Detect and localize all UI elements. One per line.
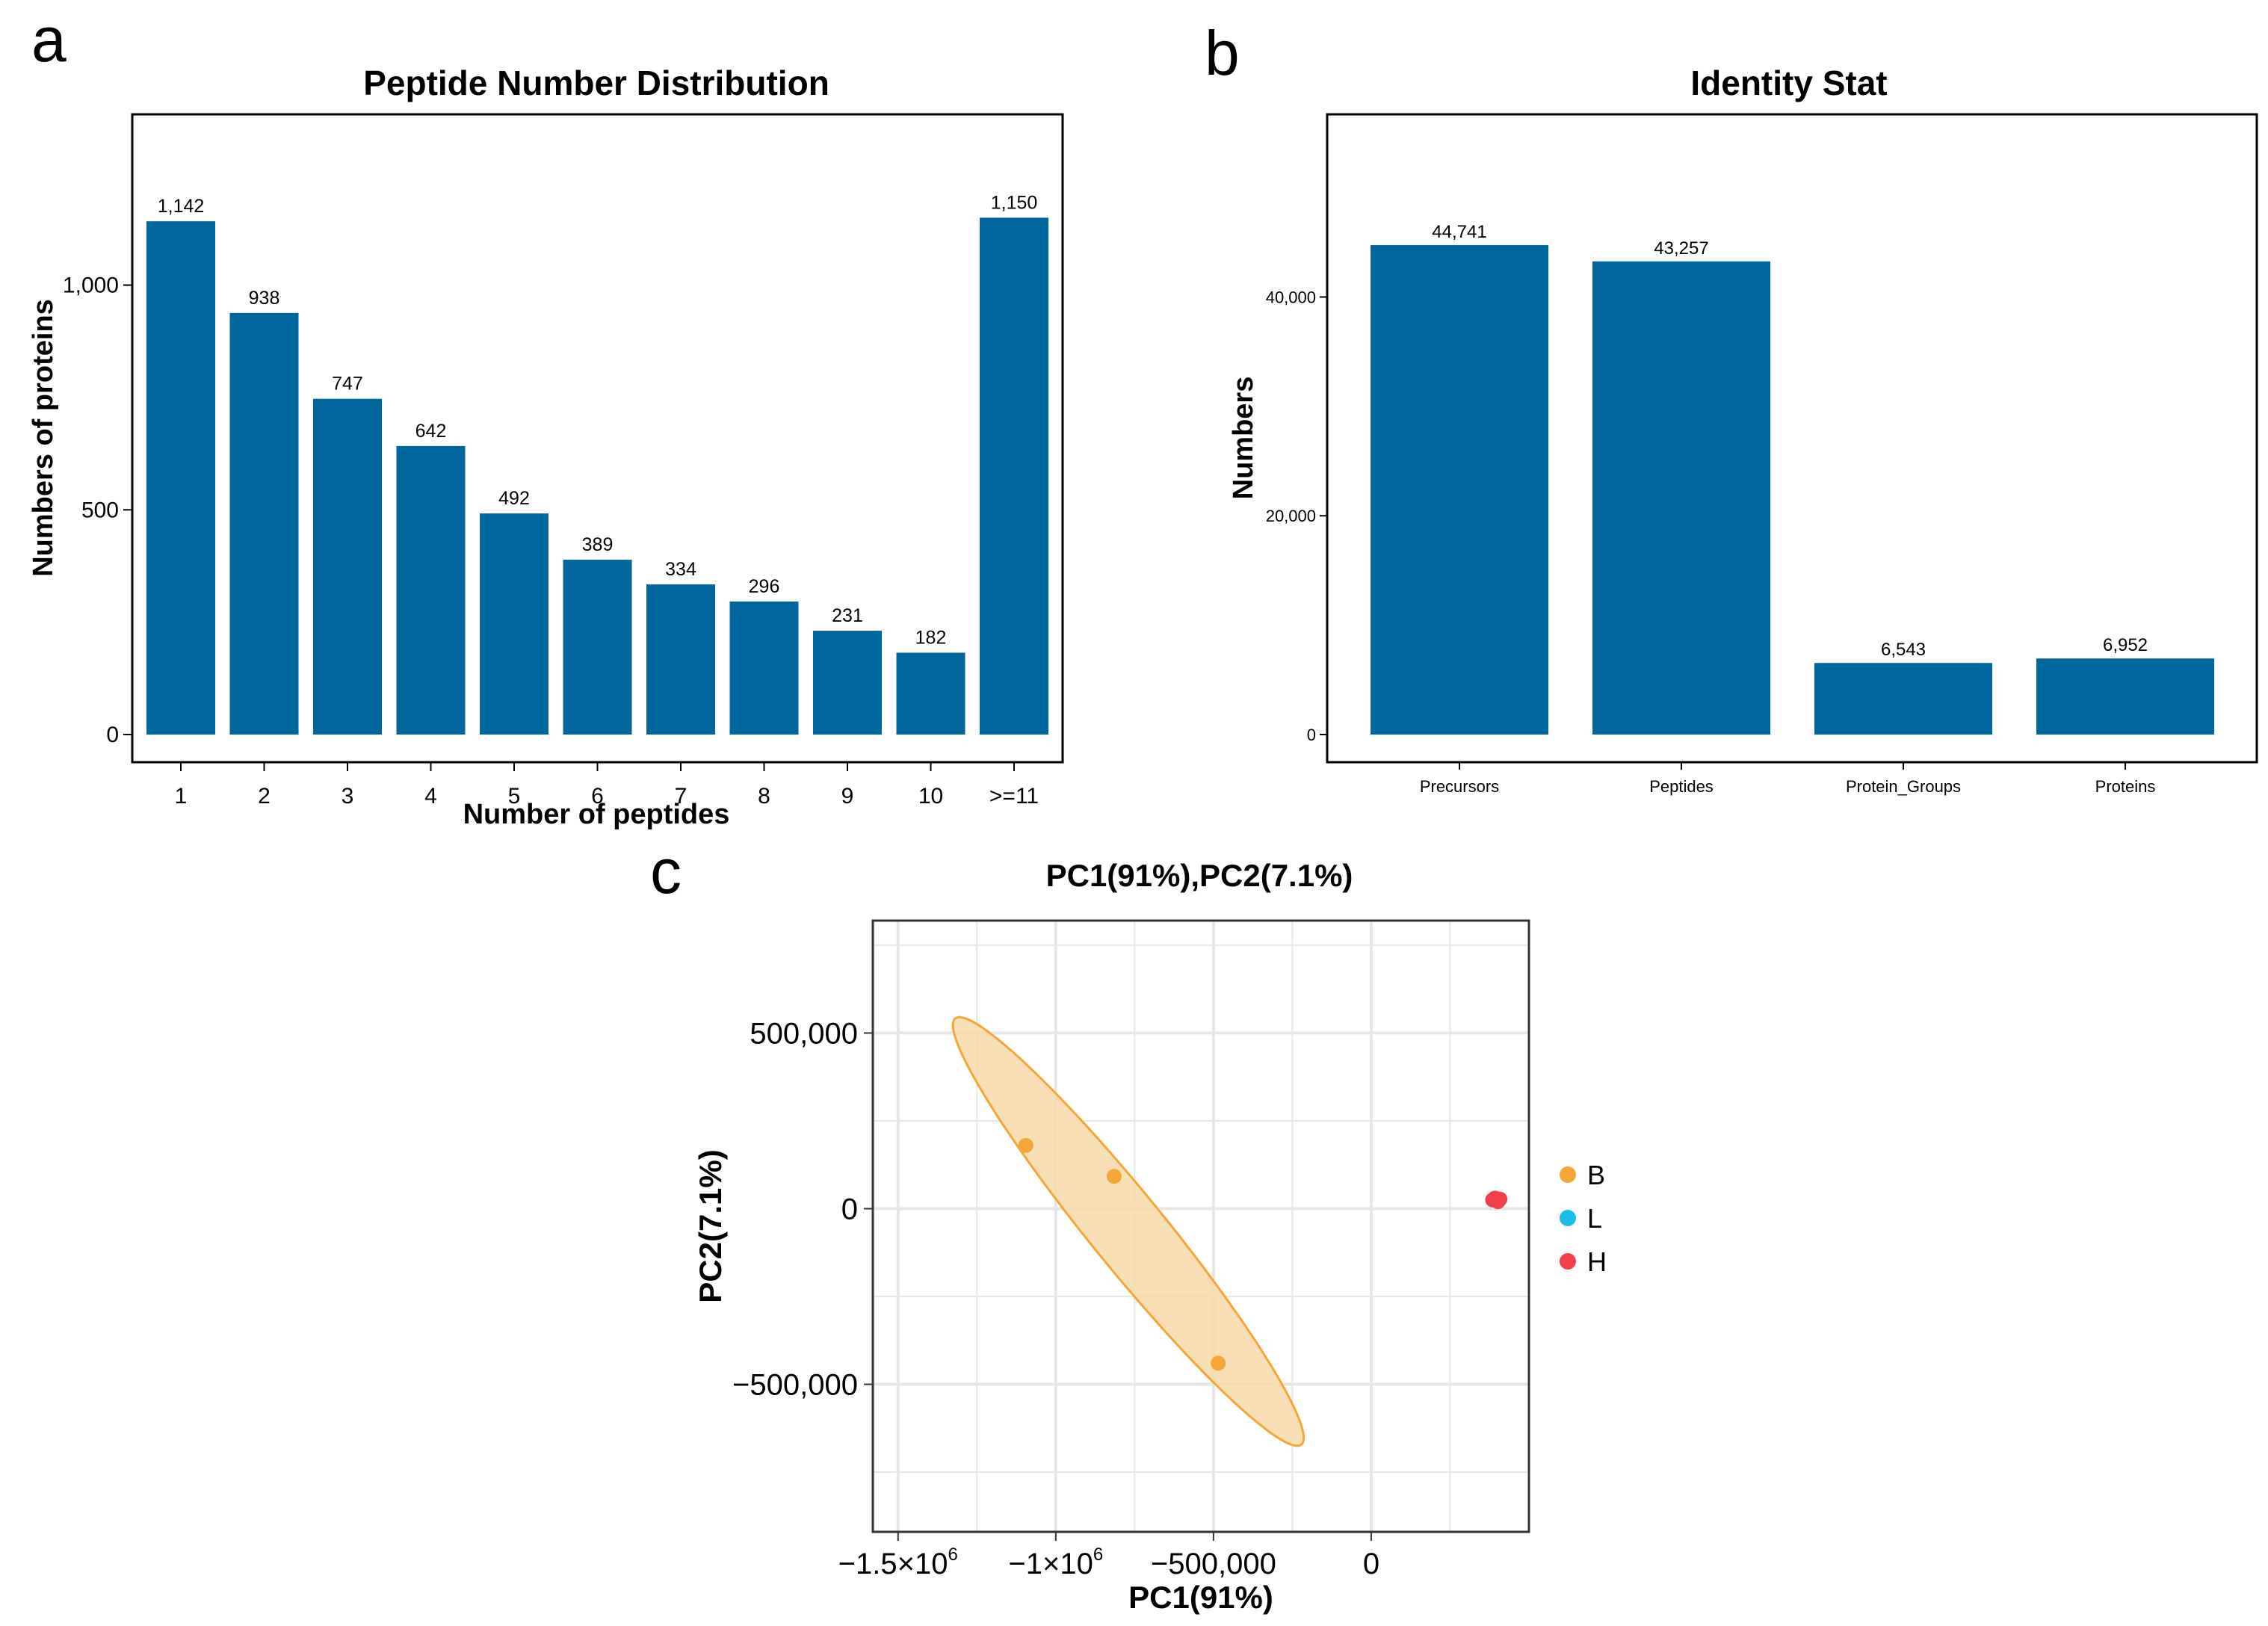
chart-a-bar-1 [146,221,215,735]
chart-c-xtick-label: 0 [1363,1548,1379,1580]
chart-b-bar-4 [2036,658,2214,735]
chart-b-plot-border [1326,113,2258,764]
chart-c-legend-marker-L [1560,1210,1576,1226]
chart-b-ytick-label: 20,000 [1266,507,1316,525]
chart-a-ytick-label: 500 [81,498,119,522]
chart-a-value-label: 334 [665,559,696,580]
chart-b-xtick-label: Proteins [2095,777,2156,796]
chart-pca: PC1(91%),PC2(7.1%) −500,000 0 500,000 −1.5… [693,858,1607,1615]
chart-c-point-B [1211,1355,1226,1371]
chart-a-ytick-label: 1,000 [63,273,119,298]
chart-c-ytick-label: 0 [841,1193,858,1225]
chart-a-xtick-label: 9 [841,784,854,809]
chart-a-bar-4 [396,445,466,735]
chart-a-xtick-label: 5 [508,784,521,809]
chart-c-point-H [1490,1194,1506,1210]
chart-a-xtick-label: >=11 [989,784,1039,809]
chart-a-value-label: 747 [332,374,363,395]
chart-b-value-label: 6,952 [2103,635,2148,655]
panel-label-b: b [1205,18,1240,88]
chart-b-value-label: 43,257 [1654,238,1708,259]
chart-c-legend-marker-B [1560,1166,1576,1183]
chart-c-legend-label: B [1587,1160,1605,1190]
chart-a-value-label: 296 [749,576,780,597]
chart-c-xlabel: PC1(91%) [1128,1580,1273,1615]
chart-a-bar-11 [980,217,1048,735]
chart-a-value-label: 642 [415,421,447,442]
chart-a-value-label: 389 [582,534,614,555]
chart-a-value-label: 1,142 [158,196,205,217]
chart-c-ytick-label: −500,000 [732,1369,858,1402]
chart-a-bar-8 [729,601,799,735]
chart-identity-stat: Identity Stat 44,741 43,257 6,543 6,952 0 20… [1228,64,2258,796]
chart-b-xtick-label: Precursors [1420,777,1499,796]
chart-c-xtick-base: −1×10 [1008,1548,1093,1580]
chart-a-value-label: 231 [832,605,863,626]
panel-label-a: a [31,4,67,75]
chart-a-xtick-label: 6 [591,784,604,809]
chart-c-xtick-exponent: 6 [948,1545,958,1565]
chart-a-bar-2 [229,312,299,735]
chart-a-xtick-label: 8 [758,784,770,809]
chart-b-value-label: 6,543 [1881,640,1926,660]
chart-c-legend-label: L [1587,1203,1602,1234]
chart-c-title: PC1(91%),PC2(7.1%) [1046,858,1353,893]
chart-a-bar-9 [813,631,882,735]
chart-a-ylabel: Numbers of proteins [28,299,59,577]
chart-a-value-label: 1,150 [991,192,1038,213]
chart-a-xtick-label: 4 [424,784,437,809]
chart-c-legend: BLH [1560,1160,1607,1277]
chart-b-ytick-label: 0 [1307,726,1316,744]
chart-a-xtick-label: 3 [342,784,354,809]
chart-b-title: Identity Stat [1690,64,1887,102]
chart-b-value-label: 44,741 [1432,222,1486,242]
chart-c-xtick-exponent: 6 [1093,1545,1103,1565]
chart-c-plot-border [871,919,1530,1533]
chart-peptide-distribution: Peptide Number Distribution 1,1429387476… [28,64,1064,830]
chart-b-bar-1 [1371,245,1548,735]
chart-b-xtick-label: Peptides [1649,777,1714,796]
chart-c-ytick-label: 500,000 [750,1017,858,1050]
chart-c-xtick-label: −1×106 [1008,1545,1103,1580]
chart-c-xtick-base: −1.5×10 [838,1548,948,1580]
chart-b-ylabel: Numbers [1228,377,1259,500]
chart-b-bar-3 [1814,663,1992,735]
chart-a-xtick-label: 2 [258,784,271,809]
chart-c-point-B [1018,1137,1033,1153]
chart-c-plot-background [873,921,1529,1532]
chart-c-xtick-label: −1.5×106 [838,1545,958,1580]
chart-a-xtick-label: 10 [918,784,943,809]
chart-a-ytick-label: 0 [106,723,119,747]
chart-b-xtick-label: Protein_Groups [1846,777,1961,796]
chart-a-title: Peptide Number Distribution [363,64,829,102]
chart-c-xtick-label: −500,000 [1151,1548,1276,1580]
chart-b-ytick-label: 40,000 [1266,288,1316,306]
chart-a-xtick-label: 1 [175,784,188,809]
chart-a-xlabel: Number of peptides [463,799,730,830]
chart-c-xtick-base: −500,000 [1151,1548,1276,1580]
chart-c-ylabel: PC2(7.1%) [693,1149,728,1302]
chart-a-bar-7 [646,584,715,735]
chart-a-bar-5 [480,513,549,735]
chart-a-value-label: 492 [498,488,530,509]
chart-c-point-B [1106,1169,1122,1184]
chart-c-ellipse-B [951,1016,1306,1447]
chart-c-xtick-base: 0 [1363,1548,1379,1580]
chart-c-legend-label: H [1587,1246,1607,1277]
chart-a-bar-3 [313,398,382,735]
chart-a-bar-10 [896,652,965,735]
chart-c-legend-marker-H [1560,1253,1576,1270]
chart-a-bar-6 [563,560,632,735]
panel-label-c: c [650,836,682,906]
chart-b-bar-2 [1592,261,1770,735]
chart-a-value-label: 938 [249,288,280,309]
chart-a-value-label: 182 [915,628,947,649]
chart-a-xtick-label: 7 [675,784,687,809]
